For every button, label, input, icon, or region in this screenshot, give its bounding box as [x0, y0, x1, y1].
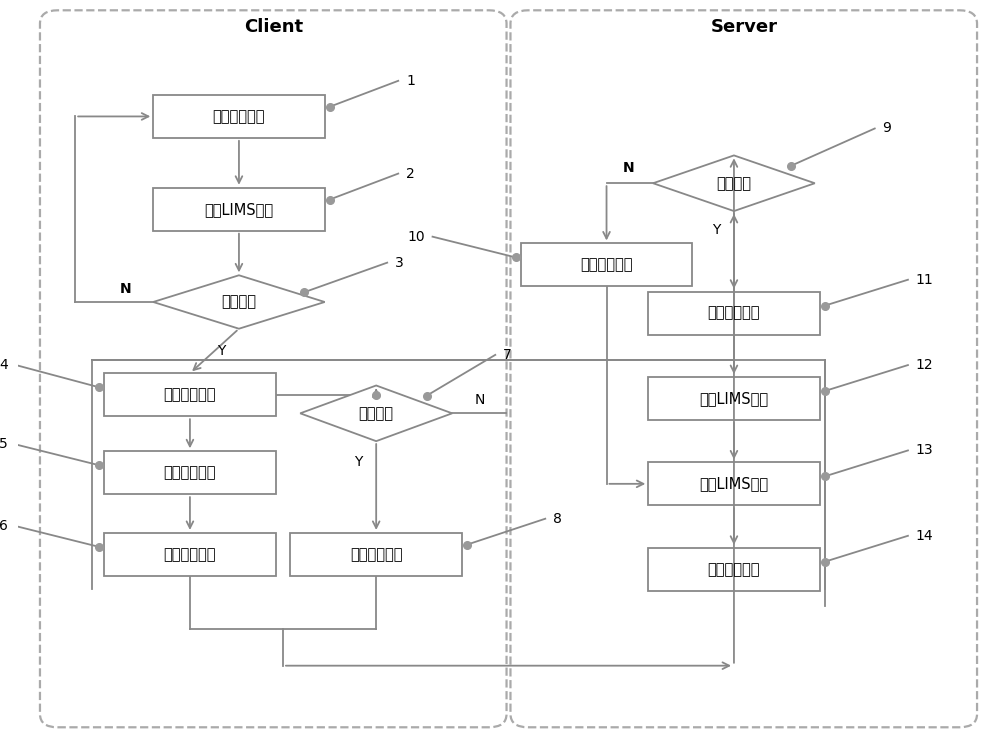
Text: 加载业务清单: 加载业务清单 [164, 387, 216, 402]
Text: 登录LIMS系统: 登录LIMS系统 [204, 202, 274, 217]
Polygon shape [300, 385, 452, 441]
Text: 12: 12 [916, 358, 933, 372]
Text: 数据更新: 数据更新 [359, 406, 394, 421]
Text: 勾选具体业务: 勾选具体业务 [164, 465, 216, 481]
Text: N: N [120, 282, 132, 296]
Text: Client: Client [244, 19, 303, 37]
Bar [153, 188, 325, 231]
Text: 数据更新备份: 数据更新备份 [580, 257, 633, 273]
Text: 上报请求: 上报请求 [716, 176, 751, 191]
Bar [521, 244, 692, 286]
Text: 系统配置信息: 系统配置信息 [213, 109, 265, 124]
Text: N: N [474, 393, 485, 407]
Text: 2: 2 [406, 167, 415, 180]
Text: 3: 3 [395, 256, 404, 270]
Text: 7: 7 [503, 348, 512, 362]
Bar [104, 451, 276, 494]
Text: 合法账户: 合法账户 [221, 294, 256, 309]
Bar [648, 548, 820, 591]
Text: 操作LIMS页面: 操作LIMS页面 [699, 476, 769, 492]
Text: Server: Server [710, 19, 777, 37]
Text: 完成数据上报: 完成数据上报 [708, 562, 760, 577]
Text: 4: 4 [0, 358, 8, 372]
Text: 6: 6 [0, 519, 8, 533]
Text: Y: Y [712, 223, 720, 237]
Text: 5: 5 [0, 437, 8, 451]
Text: 10: 10 [407, 229, 425, 244]
Text: 发送更新请求: 发送更新请求 [350, 547, 402, 562]
Text: N: N [623, 162, 634, 175]
Text: 9: 9 [883, 121, 891, 136]
Text: 分析上报信息: 分析上报信息 [708, 305, 760, 320]
Bar [290, 533, 462, 576]
Polygon shape [653, 156, 815, 211]
Text: 1: 1 [406, 74, 415, 88]
Text: 11: 11 [916, 273, 934, 287]
Polygon shape [153, 275, 325, 329]
Text: 14: 14 [916, 529, 933, 543]
Text: Y: Y [217, 344, 225, 358]
Bar [648, 463, 820, 505]
Bar [153, 95, 325, 138]
Text: 8: 8 [553, 512, 562, 526]
Text: 13: 13 [916, 443, 933, 457]
Bar [104, 533, 276, 576]
Text: Y: Y [354, 455, 363, 469]
Bar [648, 377, 820, 420]
Text: 发送上报请求: 发送上报请求 [164, 547, 216, 562]
Bar [104, 373, 276, 416]
Bar [648, 291, 820, 335]
Text: 加载LIMS系统: 加载LIMS系统 [699, 391, 769, 406]
